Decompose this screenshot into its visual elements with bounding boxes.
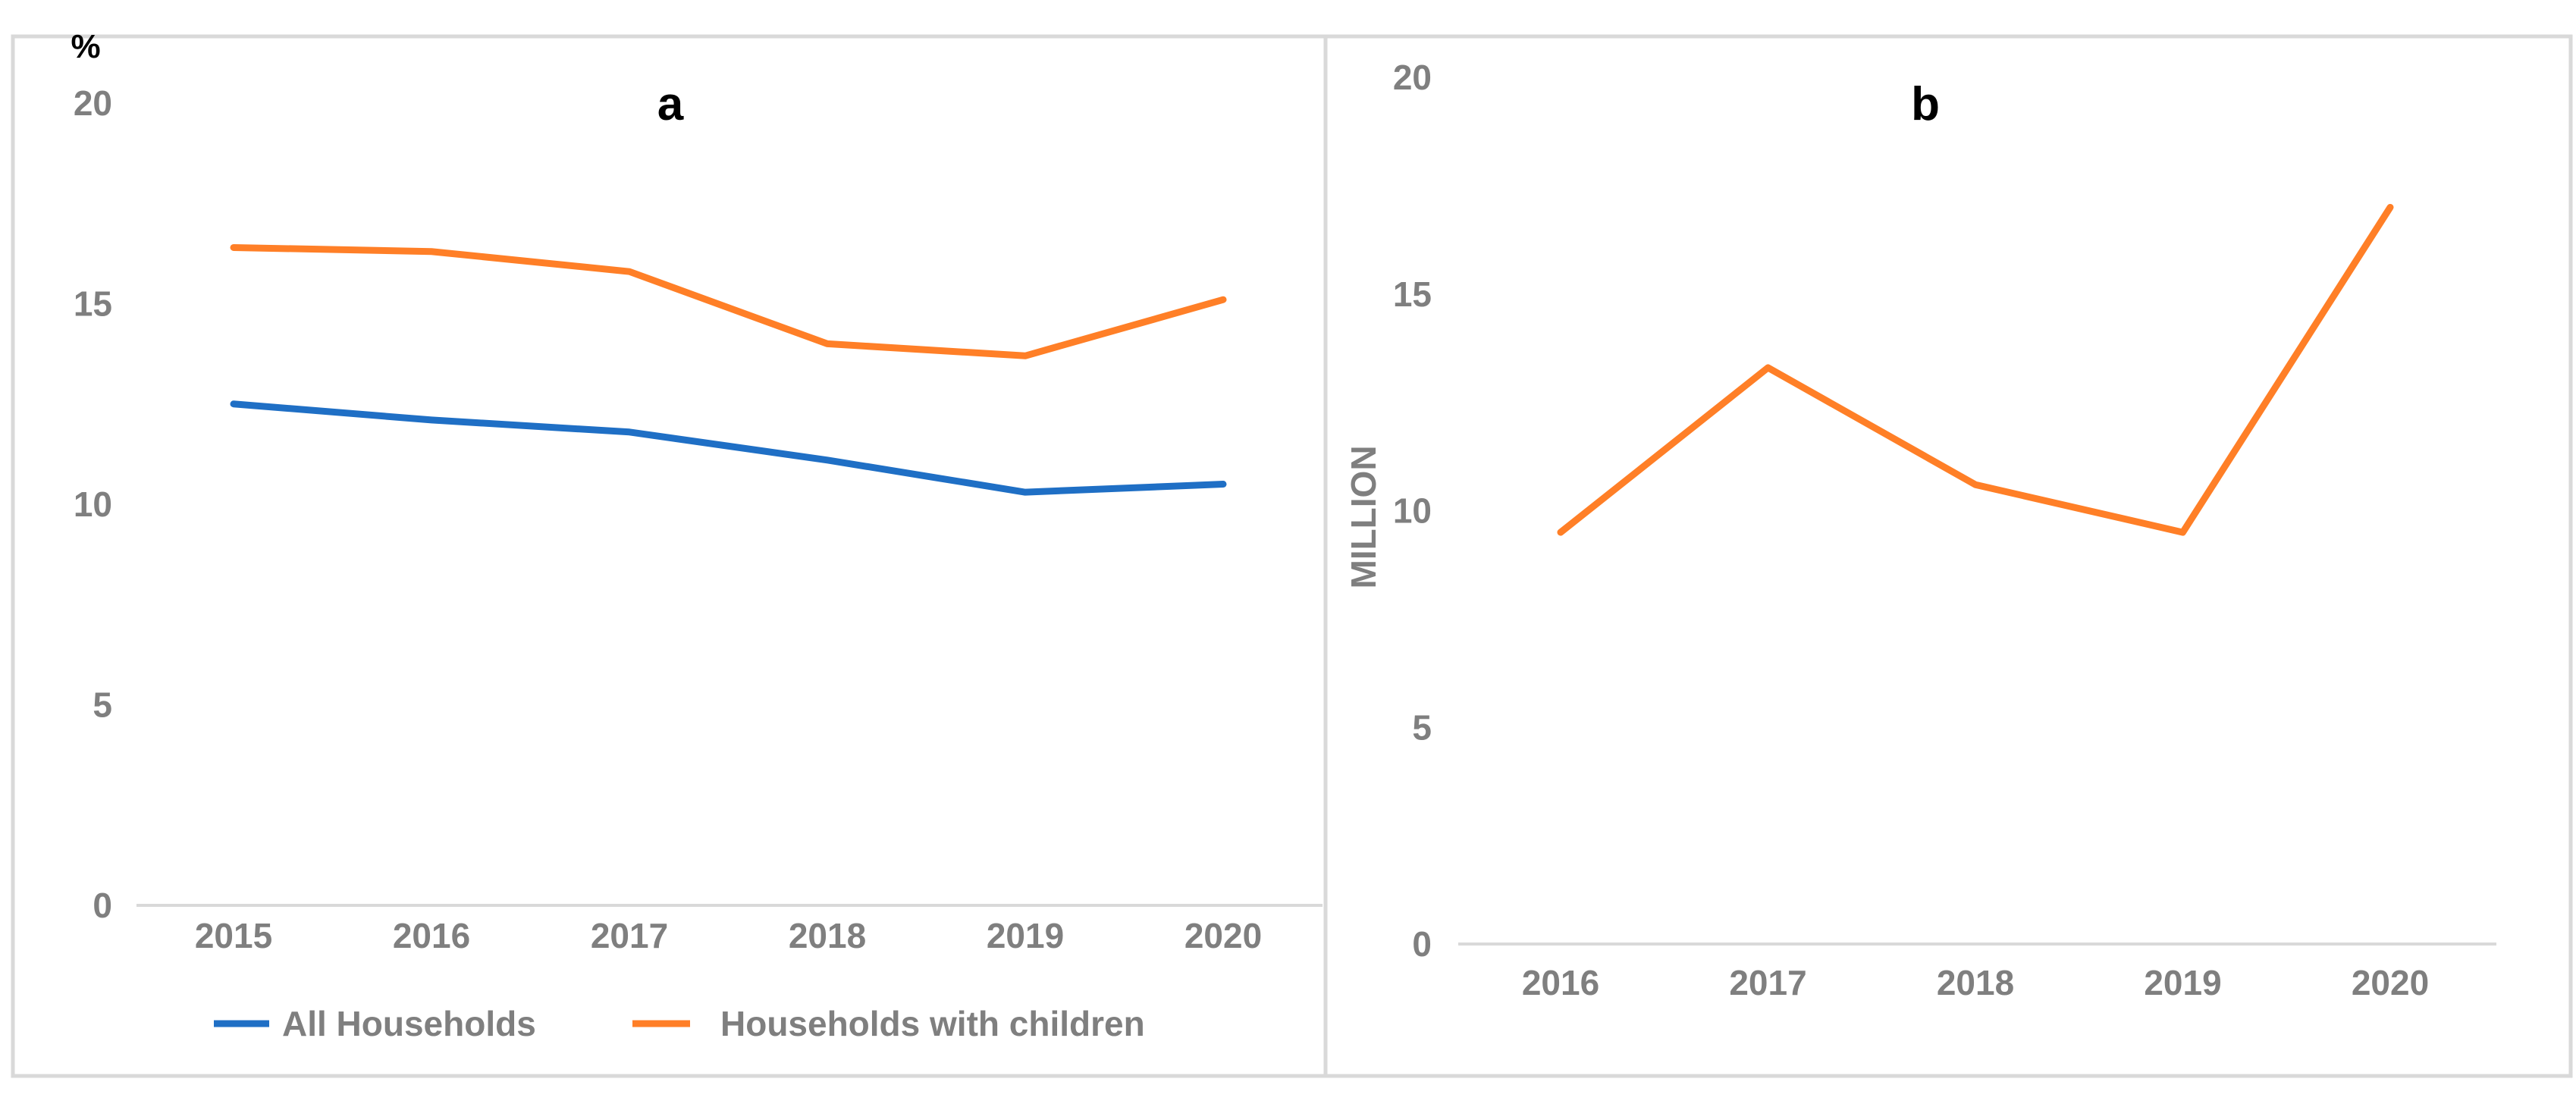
chart-b-title: b: [1911, 78, 1940, 130]
panel-b-border: [1323, 34, 2573, 1078]
y-tick-label: 20: [74, 83, 112, 123]
y-tick-label: 0: [1412, 924, 1432, 964]
chart-a-title: a: [657, 78, 684, 130]
series-line-0-0: [230, 400, 1227, 496]
x-tick-label: 2020: [1184, 916, 1262, 955]
series-line-0-1: [230, 243, 1227, 359]
x-tick-label: 2018: [1937, 963, 2014, 1002]
y-tick-label: 20: [1393, 58, 1432, 97]
x-tick-label: 2017: [1729, 963, 1806, 1002]
x-tick-label: 2016: [393, 916, 470, 955]
legend-label-all-households: All Households: [282, 1004, 536, 1043]
x-tick-label: 2018: [789, 916, 866, 955]
x-tick-label: 2015: [195, 916, 272, 955]
chart-a: % a 0 5 10 15 20 2015 2016 2017 2018 2019 2020 Al…: [71, 28, 1323, 1043]
chart-b: b MILLION 0 5 10 15 20 2016 2017 2018 2019 2020: [1344, 58, 2496, 1002]
legend-label-households-with-children: Households with children: [720, 1004, 1145, 1043]
y-tick-label: 10: [74, 485, 112, 524]
chart-a-ylabel: %: [71, 28, 100, 65]
x-tick-label: 2019: [2144, 963, 2221, 1002]
y-tick-label: 5: [93, 685, 112, 725]
x-tick-label: 2019: [987, 916, 1064, 955]
y-tick-label: 15: [74, 284, 112, 324]
x-tick-label: 2020: [2352, 963, 2429, 1002]
chart-a-legend: All Households Households with children: [214, 1004, 1145, 1043]
series-line-1-0: [1557, 203, 2394, 536]
y-tick-label: 10: [1393, 491, 1432, 531]
x-tick-label: 2016: [1522, 963, 1599, 1002]
y-tick-label: 5: [1412, 707, 1432, 747]
x-tick-label: 2017: [591, 916, 668, 955]
chart-b-ylabel: MILLION: [1344, 445, 1383, 588]
y-tick-label: 0: [93, 886, 112, 925]
y-tick-label: 15: [1393, 274, 1432, 314]
